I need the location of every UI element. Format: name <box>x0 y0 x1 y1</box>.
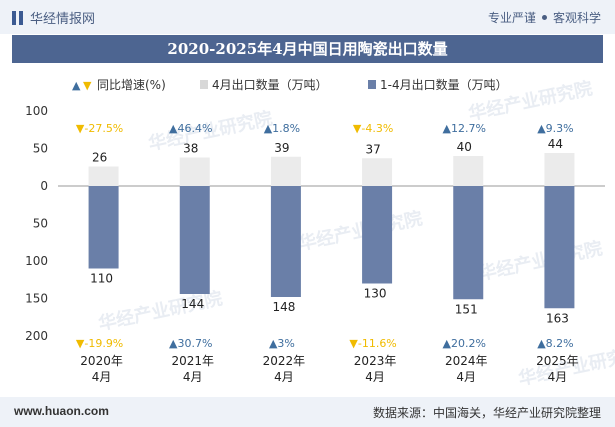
bar-cumulative <box>270 186 301 297</box>
growth-label-april: ▲12.7% <box>443 122 486 135</box>
x-category-label: 2020年 <box>80 354 123 368</box>
bar-april <box>453 156 484 186</box>
y-tick-label: 100 <box>25 104 48 118</box>
growth-label-april: ▲9.3% <box>537 122 573 135</box>
website-link[interactable]: www.huaon.com <box>14 404 109 418</box>
bar-april <box>270 156 301 186</box>
growth-label-cumulative: ▲30.7% <box>169 337 212 350</box>
x-category-label: 4月 <box>92 370 112 384</box>
growth-label-cumulative: ▼-11.6% <box>349 337 396 350</box>
x-category-label: 4月 <box>365 370 385 384</box>
data-source: 数据来源：中国海关，华经产业研究院整理 <box>372 406 601 420</box>
data-label-cumulative: 144 <box>181 297 204 311</box>
bar-cumulative <box>362 186 393 284</box>
legend-april-swatch <box>200 80 208 89</box>
top-bar: 华经情报网 专业严谨 客观科学 <box>0 0 615 34</box>
data-label-cumulative: 148 <box>272 300 295 314</box>
y-tick-label: 0 <box>40 179 48 193</box>
legend-cumulative-label: 1-4月出口数量（万吨） <box>380 77 508 92</box>
watermark: 华经产业研究院 <box>96 287 224 335</box>
data-label-april: 37 <box>365 142 380 156</box>
x-category-label: 4月 <box>548 370 568 384</box>
y-tick-label: 50 <box>33 142 48 156</box>
x-category-label: 2021年 <box>171 354 214 368</box>
growth-label-cumulative: ▼-19.9% <box>76 337 123 350</box>
bar-april <box>88 166 119 186</box>
growth-label-april: ▲46.4% <box>169 122 212 135</box>
legend-down-arrow-icon: ▼ <box>83 79 92 92</box>
data-label-april: 38 <box>183 142 198 156</box>
bar-cumulative <box>544 186 575 309</box>
data-label-april: 40 <box>457 140 472 154</box>
growth-label-cumulative: ▲20.2% <box>443 337 486 350</box>
bar-april <box>544 153 575 186</box>
chart: 华经产业研究院华经产业研究院华经产业研究院华经产业研究院华经产业研究院华经产业研… <box>25 77 615 390</box>
data-label-april: 44 <box>548 137 563 151</box>
logo-text: 华经情报网 <box>30 12 96 27</box>
bar-cumulative <box>179 186 210 294</box>
chart-title: 2020-2025年4月中国日用陶瓷出口数量 <box>12 35 603 63</box>
legend-april-label: 4月出口数量（万吨） <box>212 77 328 92</box>
data-label-april: 39 <box>274 141 289 155</box>
x-category-label: 2024年 <box>445 354 488 368</box>
y-tick-label: 50 <box>33 217 48 231</box>
watermark: 华经产业研究院 <box>296 207 424 255</box>
x-category-label: 2022年 <box>263 354 306 368</box>
y-tick-label: 150 <box>25 292 48 306</box>
tag-left: 专业严谨 <box>487 11 536 25</box>
data-label-april: 26 <box>92 151 107 165</box>
x-category-label: 4月 <box>274 370 294 384</box>
logo-icon <box>12 10 24 25</box>
x-category-label: 4月 <box>456 370 476 384</box>
bar-april <box>362 158 393 186</box>
separator-dot-icon <box>541 15 547 20</box>
data-label-cumulative: 110 <box>90 272 113 286</box>
legend-up-arrow-icon: ▲ <box>72 79 81 92</box>
y-tick-label: 200 <box>25 329 48 343</box>
tag-right: 客观科学 <box>552 11 601 25</box>
header-tags: 专业严谨 客观科学 <box>488 9 601 26</box>
data-label-cumulative: 151 <box>455 302 478 316</box>
x-category-label: 2025年 <box>536 354 579 368</box>
bar-cumulative <box>453 186 484 300</box>
y-tick-label: 100 <box>25 254 48 268</box>
growth-label-cumulative: ▲8.2% <box>537 337 573 350</box>
legend-cumulative-swatch <box>368 80 376 89</box>
x-category-label: 4月 <box>183 370 203 384</box>
data-label-cumulative: 130 <box>364 287 387 301</box>
footer: www.huaon.com 数据来源：中国海关，华经产业研究院整理 <box>0 397 615 427</box>
watermark: 华经产业研究院 <box>476 237 604 285</box>
bar-april <box>179 157 210 186</box>
legend-growth-label: 同比增速(%) <box>97 78 166 92</box>
bar-cumulative <box>88 186 119 269</box>
growth-label-april: ▲1.8% <box>264 122 300 135</box>
growth-label-cumulative: ▲3% <box>269 337 295 350</box>
growth-label-april: ▼-4.3% <box>353 122 393 135</box>
growth-label-april: ▼-27.5% <box>76 122 123 135</box>
x-category-label: 2023年 <box>354 354 397 368</box>
logo: 华经情报网 <box>12 8 95 27</box>
data-label-cumulative: 163 <box>546 311 569 325</box>
